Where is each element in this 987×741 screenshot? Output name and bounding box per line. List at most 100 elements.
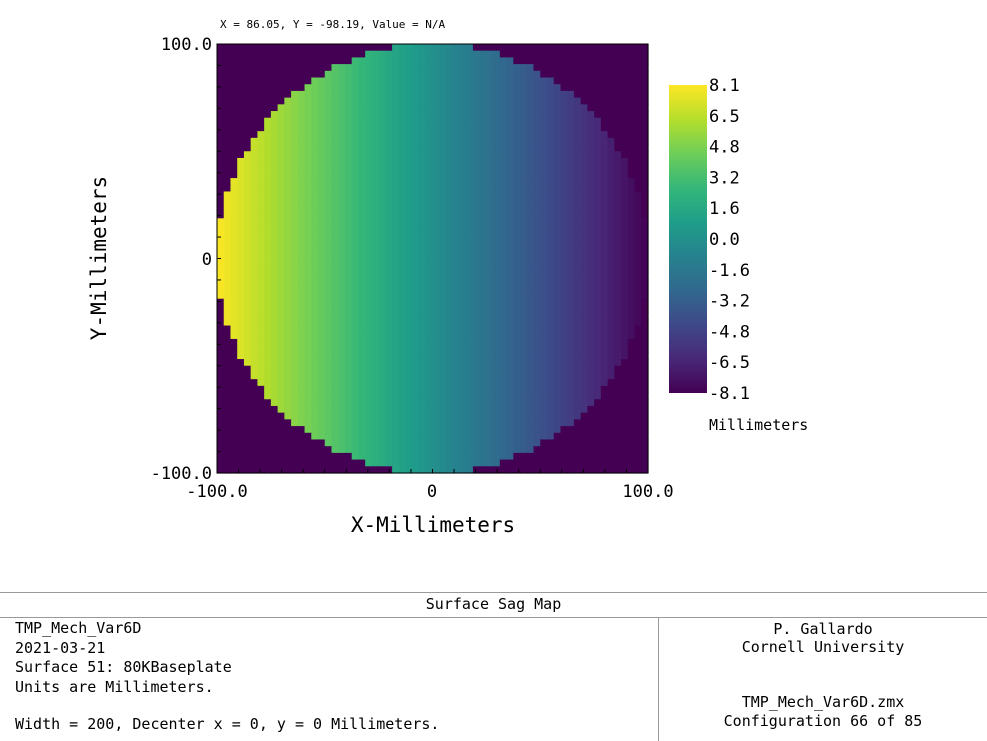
heatmap-cell: [621, 204, 629, 213]
heatmap-cell: [506, 332, 514, 340]
heatmap-cell: [526, 64, 535, 72]
heatmap-cell: [634, 251, 642, 260]
heatmap-cell: [425, 224, 434, 233]
heatmap-cell: [614, 419, 622, 427]
heatmap-cell: [277, 164, 285, 172]
heatmap-cell: [533, 57, 541, 65]
heatmap-cell: [277, 399, 285, 407]
heatmap-cell: [573, 238, 582, 246]
heatmap-cell: [587, 285, 595, 293]
heatmap-cell: [573, 439, 582, 447]
heatmap-cell: [594, 97, 602, 105]
heatmap-cell: [445, 224, 454, 233]
heatmap-cell: [513, 312, 521, 320]
heatmap-cell: [385, 204, 393, 213]
heatmap-cell: [614, 452, 622, 461]
heatmap-cell: [284, 352, 292, 360]
heatmap-cell: [472, 265, 481, 273]
heatmap-cell: [230, 117, 238, 126]
heatmap-cell: [419, 332, 427, 340]
heatmap-cell: [385, 198, 393, 206]
heatmap-cell: [614, 84, 622, 92]
heatmap-cell: [331, 184, 339, 193]
heatmap-cell: [520, 117, 528, 126]
heatmap-cell: [405, 292, 413, 300]
heatmap-cell: [607, 345, 615, 353]
heatmap-cell: [439, 459, 447, 467]
heatmap-cell: [634, 419, 642, 427]
heatmap-cell: [641, 151, 649, 159]
heatmap-cell: [405, 432, 413, 441]
heatmap-cell: [318, 372, 326, 380]
heatmap-cell: [506, 271, 514, 280]
heatmap-cell: [452, 64, 461, 72]
heatmap-cell: [412, 117, 420, 126]
heatmap-cell: [318, 392, 326, 400]
heatmap-cells[interactable]: [217, 44, 649, 474]
heatmap-cell: [365, 332, 373, 340]
heatmap-cell: [392, 325, 400, 333]
heatmap-cell: [392, 332, 400, 340]
heatmap-cell: [311, 238, 319, 246]
heatmap-cell: [607, 298, 615, 307]
heatmap-cell: [324, 84, 333, 92]
heatmap-cell: [641, 446, 649, 454]
heatmap-cell: [520, 111, 528, 119]
heatmap-cell: [250, 345, 258, 353]
heatmap-cell: [499, 251, 508, 260]
heatmap-cell: [479, 372, 487, 380]
heatmap-cell: [392, 104, 400, 112]
heatmap-cell: [338, 211, 346, 219]
heatmap-cell: [553, 204, 562, 213]
heatmap-cell: [358, 419, 366, 427]
heatmap-cell: [318, 157, 326, 166]
heatmap-cell: [412, 405, 420, 414]
heatmap-cell: [533, 218, 541, 226]
heatmap-cell: [614, 231, 622, 239]
heatmap-cell: [405, 151, 413, 159]
heatmap-cell: [230, 379, 238, 387]
heatmap-cell: [546, 231, 555, 239]
heatmap-cell: [405, 271, 413, 280]
heatmap-cell: [621, 412, 629, 420]
heatmap-cell: [506, 184, 514, 193]
heatmap-cell: [594, 318, 602, 327]
heatmap-cell: [513, 278, 521, 286]
heatmap-cell: [243, 338, 252, 347]
heatmap-cell: [513, 97, 521, 105]
heatmap-cell: [365, 231, 373, 239]
heatmap-cell: [217, 184, 225, 193]
heatmap-cell: [358, 292, 366, 300]
heatmap-cell: [217, 345, 225, 353]
heatmap-cell: [351, 224, 360, 233]
heatmap-cell: [297, 359, 306, 367]
heatmap-cell: [318, 285, 326, 293]
heatmap-cell: [243, 452, 252, 461]
heatmap-cell: [486, 84, 494, 92]
heatmap-cell: [250, 419, 258, 427]
heatmap-cell: [351, 164, 360, 172]
heatmap-cell: [284, 399, 292, 407]
heatmap-cell: [412, 238, 420, 246]
heatmap-cell: [445, 137, 454, 146]
heatmap-cell: [479, 245, 487, 253]
heatmap-cell: [445, 359, 454, 367]
heatmap-cell: [284, 57, 292, 65]
heatmap-cell: [217, 359, 225, 367]
heatmap-cell: [392, 231, 400, 239]
heatmap-cell: [291, 332, 299, 340]
heatmap-cell: [553, 419, 562, 427]
heatmap-cell: [627, 265, 636, 273]
heatmap-cell: [472, 446, 481, 454]
heatmap-cell: [304, 198, 312, 206]
heatmap-cell: [318, 292, 326, 300]
heatmap-cell: [600, 57, 609, 65]
heatmap-cell: [270, 292, 279, 300]
heatmap-cell: [499, 117, 508, 126]
heatmap-cell: [452, 466, 461, 474]
heatmap-cell: [587, 198, 595, 206]
heatmap-cell: [553, 50, 562, 58]
heatmap-cell: [439, 198, 447, 206]
heatmap-cell: [425, 271, 434, 280]
heatmap-cell: [506, 151, 514, 159]
